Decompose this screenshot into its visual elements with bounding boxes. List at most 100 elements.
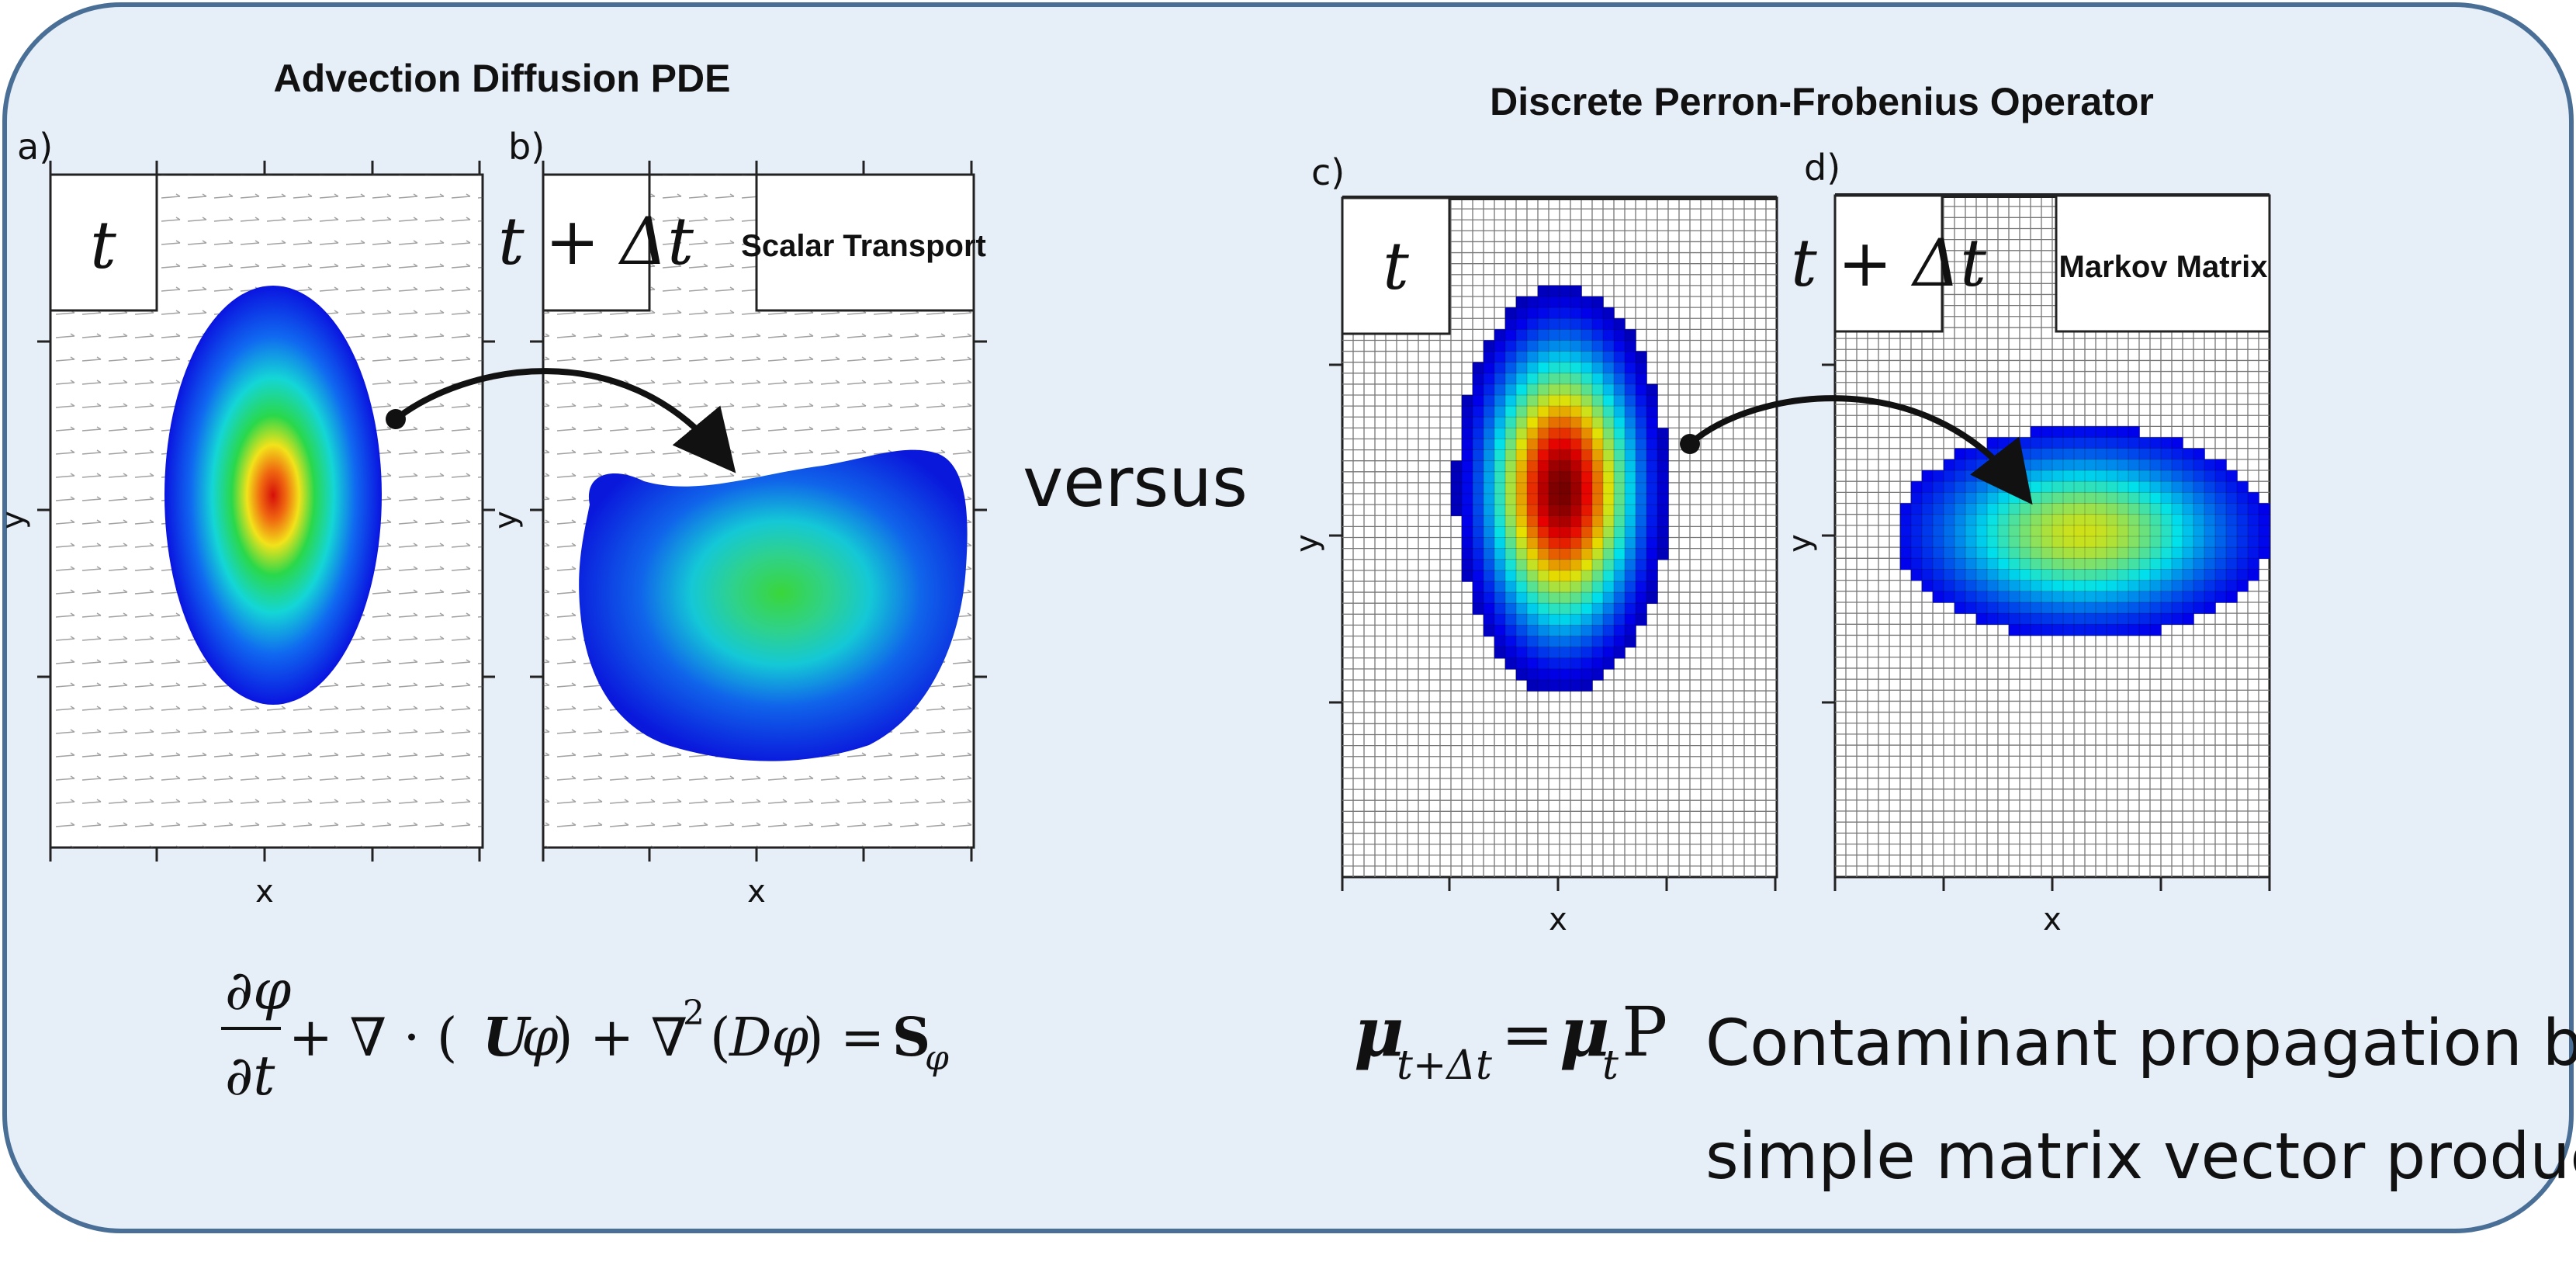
- density-cell: [2019, 470, 2032, 483]
- density-cell: [1921, 546, 1934, 560]
- density-cell: [2041, 602, 2054, 615]
- density-cell: [2193, 525, 2206, 537]
- density-cell: [1613, 591, 1626, 605]
- density-cell: [1965, 491, 1978, 504]
- density-cell: [1921, 580, 1934, 592]
- density-cell: [1613, 613, 1626, 626]
- density-cell: [1932, 503, 1945, 515]
- panel-d-xlabel: x: [2043, 902, 2062, 938]
- density-cell: [2041, 437, 2054, 449]
- density-cell: [1910, 546, 1923, 560]
- density-cell: [1635, 482, 1648, 495]
- density-cell: [2247, 569, 2260, 581]
- density-cell: [1613, 625, 1626, 637]
- density-cell: [2225, 557, 2238, 570]
- density-cell: [1570, 317, 1583, 331]
- density-cell: [2095, 525, 2108, 537]
- density-cell: [1910, 503, 1923, 515]
- density-cell: [1559, 504, 1572, 517]
- density-cell: [1472, 471, 1485, 484]
- density-cell: [1570, 548, 1583, 560]
- density-cell: [2193, 580, 2206, 592]
- density-cell: [1515, 340, 1529, 352]
- density-cell: [2008, 591, 2021, 603]
- density-cell: [1899, 514, 1913, 526]
- density-cell: [1494, 439, 1507, 451]
- density-cell: [1483, 493, 1496, 506]
- density-cell: [1997, 503, 2010, 515]
- density-cell: [2236, 546, 2249, 560]
- density-cell: [1559, 340, 1572, 352]
- density-cell: [1570, 647, 1583, 659]
- density-cell: [2095, 491, 2108, 504]
- panel-a-scalar-blob: [164, 286, 382, 705]
- density-cell: [1646, 515, 1659, 528]
- density-cell: [1526, 471, 1539, 484]
- density-cell: [2019, 514, 2032, 526]
- density-cell: [1581, 625, 1594, 637]
- density-cell: [1602, 537, 1615, 550]
- density-cell: [2204, 514, 2217, 526]
- density-cell: [2225, 591, 2238, 603]
- density-cell: [2084, 448, 2097, 460]
- density-cell: [2073, 569, 2086, 581]
- density-cell: [1559, 427, 1572, 440]
- density-cell: [1537, 570, 1550, 582]
- density-cell: [2095, 425, 2108, 439]
- density-cell: [2128, 580, 2141, 592]
- density-cell: [1494, 559, 1507, 571]
- density-cell: [1613, 537, 1626, 550]
- density-cell: [1624, 548, 1637, 560]
- density-cell: [2106, 612, 2119, 626]
- density-cell: [2106, 546, 2119, 560]
- density-cell: [1602, 493, 1615, 506]
- density-cell: [1613, 482, 1626, 495]
- density-cell: [1461, 493, 1474, 506]
- density-cell: [2247, 536, 2260, 549]
- density-cell: [2182, 491, 2195, 504]
- density-cell: [1461, 439, 1474, 451]
- density-cell: [1657, 460, 1670, 473]
- density-cell: [2149, 580, 2162, 592]
- density-cell: [1515, 482, 1529, 495]
- density-cell: [2095, 612, 2108, 626]
- density-cell: [1635, 548, 1648, 560]
- density-cell: [2030, 503, 2043, 515]
- density-cell: [2051, 602, 2065, 615]
- density-cell: [2008, 612, 2021, 626]
- density-cell: [1526, 351, 1539, 363]
- density-cell: [1504, 405, 1518, 418]
- density-cell: [1548, 383, 1561, 397]
- density-cell: [1965, 480, 1978, 494]
- density-cell: [2062, 580, 2076, 592]
- density-cell: [1504, 362, 1518, 374]
- density-cell: [1483, 427, 1496, 440]
- density-cell: [1483, 405, 1496, 418]
- density-cell: [1559, 636, 1572, 648]
- density-cell: [1526, 525, 1539, 539]
- density-cell: [1635, 439, 1648, 451]
- density-cell: [2106, 480, 2119, 494]
- density-cell: [2106, 536, 2119, 549]
- density-cell: [2019, 525, 2032, 537]
- density-cell: [1657, 537, 1670, 550]
- density-cell: [1921, 503, 1934, 515]
- density-cell: [2138, 536, 2152, 549]
- density-cell: [1932, 470, 1945, 483]
- panel-b-scalar-blob: [579, 449, 968, 761]
- density-cell: [1624, 570, 1637, 582]
- panel-a-time-label: t: [90, 207, 116, 283]
- panel-a-label: a): [17, 126, 53, 168]
- density-cell: [1986, 546, 2000, 560]
- density-cell: [1504, 439, 1518, 451]
- density-cell: [1624, 405, 1637, 418]
- density-cell: [1504, 317, 1518, 331]
- density-cell: [2160, 612, 2173, 626]
- density-cell: [1570, 394, 1583, 407]
- density-cell: [2171, 459, 2184, 472]
- density-cell: [1570, 636, 1583, 648]
- density-cell: [1635, 537, 1648, 550]
- density-cell: [1548, 439, 1561, 451]
- density-cell: [2117, 514, 2130, 526]
- density-cell: [2247, 525, 2260, 537]
